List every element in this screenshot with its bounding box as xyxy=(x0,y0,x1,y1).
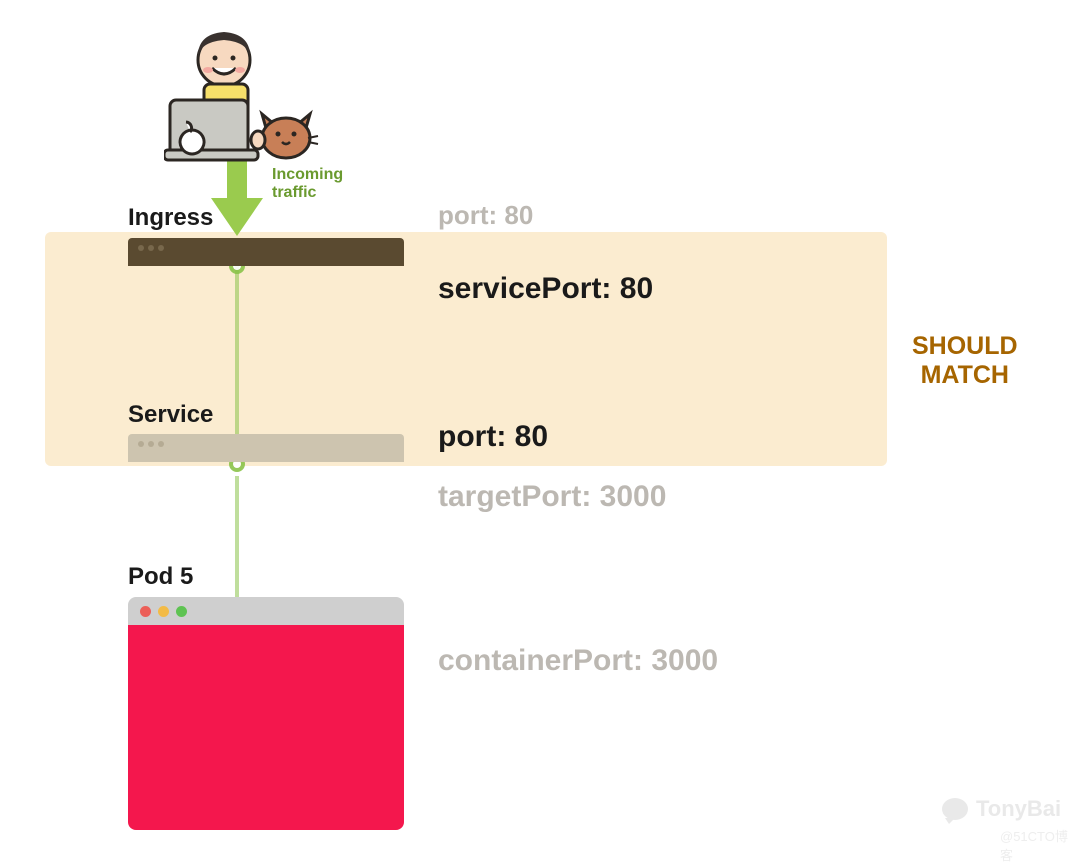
incoming-traffic-label: Incoming traffic xyxy=(272,166,343,201)
dot-icon xyxy=(148,441,154,447)
pod-window xyxy=(128,597,404,830)
user-cartoon-icon xyxy=(164,22,324,162)
pod-titlebar xyxy=(128,597,404,625)
incoming-line2: traffic xyxy=(272,184,316,201)
incoming-line1: Incoming xyxy=(272,166,343,183)
port-label-3: targetPort: 3000 xyxy=(438,480,666,514)
should-match-line1: SHOULD xyxy=(912,332,1018,360)
should-match-label: SHOULD MATCH xyxy=(912,332,1018,390)
dot-icon xyxy=(138,441,144,447)
service-bar-dots xyxy=(128,434,404,447)
wechat-icon xyxy=(942,798,968,820)
dot-icon xyxy=(148,245,154,251)
port-label-1: servicePort: 80 xyxy=(438,272,653,306)
service-label: Service xyxy=(128,401,213,429)
ingress-label: Ingress xyxy=(128,204,213,232)
connector-line xyxy=(235,476,239,604)
incoming-arrow-icon xyxy=(209,156,265,236)
watermark-text: TonyBai xyxy=(976,796,1061,822)
port-label-4: containerPort: 3000 xyxy=(438,644,718,678)
dot-icon xyxy=(158,245,164,251)
ingress-bar xyxy=(128,238,404,266)
connector-line xyxy=(235,264,239,458)
pod-body xyxy=(128,625,404,830)
port-label-0: port: 80 xyxy=(438,200,533,231)
pod-label: Pod 5 xyxy=(128,563,193,591)
dot-icon xyxy=(138,245,144,251)
service-bar xyxy=(128,434,404,462)
traffic-light-green-icon xyxy=(176,606,187,617)
port-label-2: port: 80 xyxy=(438,420,548,454)
dot-icon xyxy=(158,441,164,447)
traffic-light-yellow-icon xyxy=(158,606,169,617)
should-match-line2: MATCH xyxy=(921,361,1009,389)
ingress-bar-dots xyxy=(128,238,404,251)
watermark: TonyBai xyxy=(942,796,1061,822)
traffic-light-red-icon xyxy=(140,606,151,617)
watermark-sub: @51CTO博客 xyxy=(1000,826,1080,864)
